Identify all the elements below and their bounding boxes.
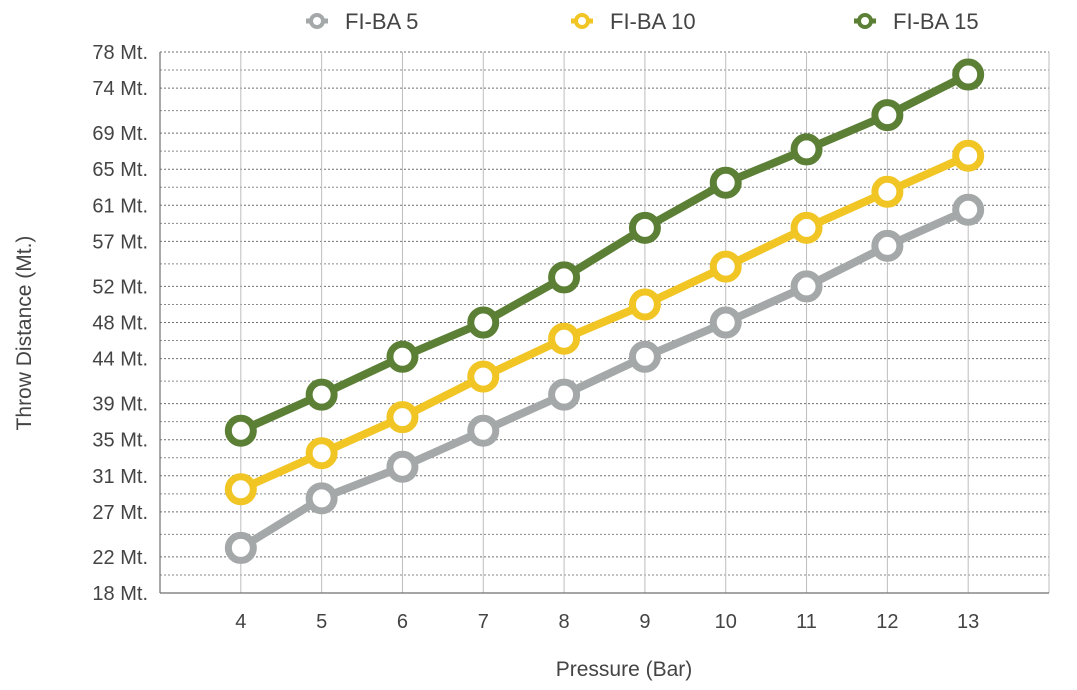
data-point	[628, 211, 661, 244]
data-point	[467, 306, 500, 339]
y-tick-label: 74 Mt.	[92, 78, 148, 100]
x-tick-label: 4	[235, 611, 246, 633]
data-point	[386, 450, 419, 483]
data-point	[709, 306, 742, 339]
legend-swatch-marker	[309, 13, 325, 29]
legend-item: FI-BA 10	[571, 9, 696, 34]
data-point	[386, 340, 419, 373]
y-tick-label: 48 Mt.	[92, 313, 148, 335]
x-tick-label: 12	[876, 611, 898, 633]
series-fi-ba-10	[224, 139, 985, 506]
series-line	[236, 70, 973, 435]
grid	[160, 51, 1050, 593]
y-tick-label: 44 Mt.	[92, 349, 148, 371]
x-tick-label: 11	[796, 611, 817, 633]
y-tick-label: 52 Mt.	[92, 276, 148, 298]
data-point	[386, 401, 419, 434]
axes: 78 Mt. 74 Mt. 69 Mt. 65 Mt. 61 Mt. 57 Mt. 52 M…	[92, 42, 1049, 633]
x-tick-label: 8	[559, 611, 570, 633]
data-point	[952, 193, 985, 226]
data-point	[467, 414, 500, 447]
y-tick-label: 22 Mt.	[92, 547, 148, 569]
data-point	[871, 175, 904, 208]
data-point	[548, 378, 581, 411]
series-layer	[224, 58, 985, 564]
data-point	[952, 58, 985, 91]
data-point	[224, 531, 257, 564]
data-point	[628, 340, 661, 373]
series-line	[236, 205, 973, 552]
legend-item: FI-BA 5	[306, 9, 418, 34]
y-tick-label: 35 Mt.	[92, 430, 148, 452]
y-tick-label: 18 Mt.	[92, 583, 148, 605]
y-axis-title: Throw Distance (Mt.)	[13, 236, 36, 431]
legend-item: FI-BA 15	[854, 9, 979, 34]
y-tick-label: 39 Mt.	[92, 394, 148, 416]
data-point	[628, 288, 661, 321]
data-point	[467, 360, 500, 393]
series-fi-ba-5	[224, 193, 985, 564]
data-point	[871, 99, 904, 132]
y-tick-label: 61 Mt.	[92, 195, 148, 217]
data-point	[709, 166, 742, 199]
x-tick-label: 7	[478, 611, 489, 633]
data-point	[224, 414, 257, 447]
data-point	[548, 322, 581, 355]
y-tick-label: 27 Mt.	[92, 502, 148, 524]
y-tick-label: 65 Mt.	[92, 159, 148, 181]
x-tick-label: 13	[957, 611, 979, 633]
y-tick-label: 57 Mt.	[92, 231, 148, 253]
data-point	[952, 139, 985, 172]
y-tick-label: 31 Mt.	[92, 466, 148, 488]
series-line	[236, 151, 973, 494]
y-tick-label: 69 Mt.	[92, 123, 148, 145]
x-tick-label: 10	[715, 611, 737, 633]
series-fi-ba-15	[224, 58, 985, 447]
legend-swatch-marker	[857, 13, 873, 29]
data-point	[871, 229, 904, 262]
data-point	[224, 473, 257, 506]
x-tick-label: 6	[397, 611, 408, 633]
data-point	[305, 482, 338, 515]
legend: FI-BA 5 FI-BA 10 FI-BA 15	[306, 9, 979, 34]
data-point	[790, 133, 823, 166]
legend-label: FI-BA 5	[345, 9, 418, 34]
data-point	[305, 437, 338, 470]
x-axis-title: Pressure (Bar)	[556, 658, 693, 681]
x-tick-label: 9	[639, 611, 650, 633]
data-point	[305, 378, 338, 411]
data-point	[548, 261, 581, 294]
y-tick-label: 78 Mt.	[92, 42, 148, 64]
data-point	[790, 270, 823, 303]
legend-label: FI-BA 10	[610, 9, 696, 34]
data-point	[790, 211, 823, 244]
legend-label: FI-BA 15	[893, 9, 979, 34]
legend-swatch-marker	[574, 13, 590, 29]
x-tick-label: 5	[316, 611, 327, 633]
data-point	[709, 250, 742, 283]
